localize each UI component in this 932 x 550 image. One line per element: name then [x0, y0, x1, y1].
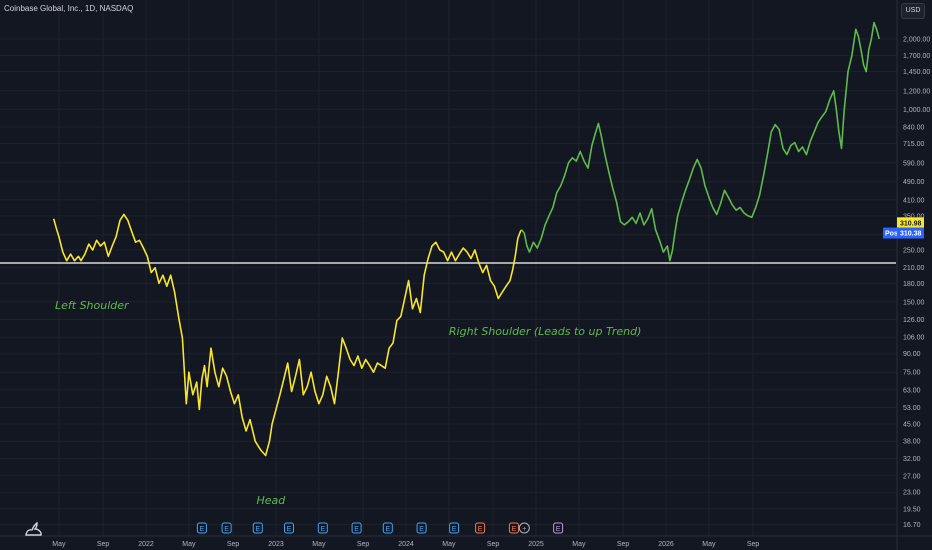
- price-tick-label: 350.00: [903, 213, 925, 220]
- price-tag-value: 310.38: [900, 231, 922, 238]
- price-tag-value: 310.98: [900, 220, 922, 227]
- time-axis[interactable]: May Sep 2022 May Sep 2023 May Sep 2024 May Sep 2025…: [0, 535, 932, 550]
- time-tick-label: May: [52, 541, 66, 548]
- price-tick-label: 19.50: [903, 506, 921, 513]
- price-tick-label: 1,000.00: [903, 107, 930, 114]
- currency-button[interactable]: USD: [901, 3, 925, 19]
- symbol-title[interactable]: Coinbase Global, Inc., 1D, NASDAQ: [4, 4, 134, 13]
- earnings-marker-label: E: [224, 526, 229, 533]
- earnings-marker-label: E: [385, 526, 390, 533]
- earnings-marker-label: +: [522, 526, 526, 533]
- chart-grid: [0, 0, 896, 536]
- earnings-marker: [221, 522, 232, 534]
- earnings-marker-label: E: [452, 526, 457, 533]
- time-tick-label: 2023: [268, 541, 284, 548]
- time-tick-label: May: [312, 541, 326, 548]
- price-tick-label: 410.00: [903, 197, 925, 204]
- earnings-marker: [284, 522, 294, 534]
- post-market-label: Post: [885, 231, 901, 238]
- time-tick-label: 2022: [138, 541, 154, 548]
- earnings-marker: [475, 522, 486, 534]
- time-tick-label: Sep: [747, 541, 760, 548]
- time-tick-label: May: [442, 541, 456, 548]
- time-tick-label: 2026: [658, 541, 674, 548]
- annotation-label: Right Shoulder (Leads to up Trend): [449, 325, 641, 338]
- earnings-marker: [553, 522, 564, 534]
- earnings-marker-label: E: [287, 526, 292, 533]
- price-tags: 310.98 Post 310.38: [883, 217, 924, 239]
- annotations: Left Shoulder Head Right Shoulder (Leads t…: [55, 299, 641, 507]
- price-tick-label: 150.00: [903, 299, 925, 306]
- earnings-events[interactable]: E E E E E E E E E E E + E: [196, 522, 564, 534]
- price-tag-last: [897, 217, 924, 229]
- price-tick-label: 63.00: [903, 387, 921, 394]
- add-event-icon: [518, 522, 530, 534]
- price-axis-panel: [897, 0, 932, 550]
- price-tick-label: 45.00: [903, 422, 921, 429]
- time-tick-label: 2025: [528, 541, 544, 548]
- price-tick-label: 840.00: [903, 124, 925, 131]
- price-tick-label: 715.00: [903, 141, 925, 148]
- tradingview-logo-icon[interactable]: [24, 519, 44, 537]
- time-tick-label: Sep: [487, 541, 500, 548]
- annotation-label: Head: [257, 494, 287, 507]
- price-tick-label: 106.00: [903, 335, 925, 342]
- time-tick-label: Sep: [357, 541, 370, 548]
- price-tick-label: 90.00: [903, 351, 921, 358]
- time-tick-label: Sep: [227, 541, 240, 548]
- price-tick-label: 1,450.00: [903, 69, 930, 76]
- price-series: [52, 21, 880, 457]
- price-tick-label: 210.00: [903, 265, 925, 272]
- price-tick-label: 2,000.00: [903, 36, 930, 43]
- earnings-marker-label: E: [255, 526, 260, 533]
- post-market-badge: [883, 227, 897, 239]
- price-tick-label: 16.70: [903, 522, 921, 529]
- earnings-marker: [382, 522, 393, 534]
- time-tick-label: Sep: [97, 541, 110, 548]
- price-axis[interactable]: 16.70 19.50 23.00 27.00 32.00 38.00 45.00 53.00…: [896, 0, 932, 550]
- earnings-marker-label: E: [320, 526, 325, 533]
- earnings-marker-label: E: [200, 526, 205, 533]
- earnings-marker: [449, 522, 460, 534]
- time-tick-label: May: [702, 541, 716, 548]
- price-tick-label: 27.00: [903, 473, 921, 480]
- price-tick-label: 53.00: [903, 405, 921, 412]
- price-tick-label: 1,200.00: [903, 88, 930, 95]
- time-tick-label: May: [572, 541, 586, 548]
- earnings-marker: [317, 522, 328, 534]
- price-tick-label: 490.00: [903, 179, 925, 186]
- earnings-marker: [508, 522, 519, 534]
- price-tick-label: 75.00: [903, 370, 921, 377]
- price-tick-label: 38.00: [903, 439, 921, 446]
- price-tick-label: 32.00: [903, 456, 921, 463]
- price-tick-label: 250.00: [903, 248, 925, 255]
- annotation-label: Left Shoulder: [55, 299, 130, 312]
- earnings-marker-label: E: [419, 526, 424, 533]
- price-tick-label: 590.00: [903, 160, 925, 167]
- series-line-projection: [521, 21, 880, 262]
- earnings-marker-label: E: [354, 526, 359, 533]
- price-tick-label: 23.00: [903, 490, 921, 497]
- earnings-marker: [252, 522, 263, 534]
- earnings-marker: [196, 522, 207, 534]
- time-tick-label: Sep: [617, 541, 630, 548]
- price-tag-post: [897, 227, 924, 239]
- earnings-marker: [416, 522, 427, 534]
- time-axis-panel: [0, 536, 896, 550]
- price-tick-label: 180.00: [903, 281, 925, 288]
- time-tick-label: 2024: [398, 541, 414, 548]
- earnings-marker-label: E: [512, 526, 517, 533]
- time-tick-label: May: [182, 541, 196, 548]
- series-line-historical: [52, 213, 523, 457]
- price-tick-label: 126.00: [903, 317, 925, 324]
- earnings-marker-label: E: [478, 526, 483, 533]
- earnings-marker: [351, 522, 362, 534]
- earnings-marker-label: E: [556, 526, 561, 533]
- price-tick-label: 1,700.00: [903, 53, 930, 60]
